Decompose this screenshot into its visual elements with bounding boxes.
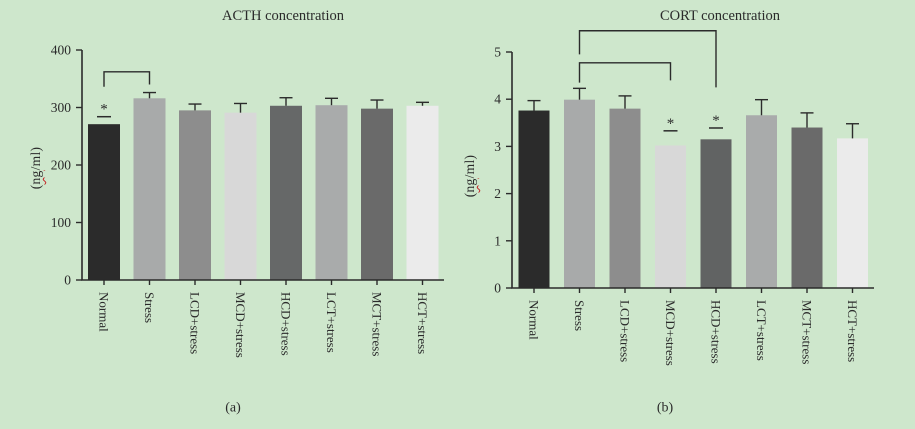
- bar-hct-stress-b: [837, 138, 868, 288]
- chart-title-a: ACTH concentration: [222, 8, 345, 24]
- y-tick-label-400-a: 400: [51, 43, 72, 58]
- bar-hcd-stress-a: [270, 105, 302, 281]
- comparison-bracket-2-b: [578, 62, 672, 83]
- bar-mcd-stress-a: [224, 112, 257, 280]
- bar-mct-stress-a: [361, 108, 393, 281]
- x-label-hcd-stress-a: HCD+stress: [279, 292, 294, 356]
- y-tick-label-0-a: 0: [64, 273, 71, 288]
- y-axis-label-a-squiggle: ng: [28, 170, 43, 185]
- x-label-lcd-stress-b: LCD+stress: [618, 300, 633, 362]
- x-label-normal-a: Normal: [97, 292, 112, 332]
- panel-caption-a: (a): [225, 401, 241, 416]
- bar-hct-stress-a: [406, 105, 439, 281]
- y-axis-label-b-squiggle: ng: [462, 178, 477, 193]
- bar-lct-stress-b: [746, 115, 777, 288]
- y-tick-label-3-b: 3: [494, 139, 501, 154]
- bar-hcd-stress-b: [700, 139, 732, 288]
- panel-caption-b: (b): [657, 401, 674, 416]
- sig-star-hcd-stress-b: *: [712, 113, 720, 129]
- y-tick-label-1-b: 1: [494, 233, 501, 248]
- y-axis-label-b: (ng/ml): [462, 155, 478, 198]
- x-label-stress-a: Stress: [142, 292, 157, 323]
- bar-normal-a: [88, 124, 120, 280]
- y-tick-label-4-b: 4: [494, 92, 501, 107]
- comparison-bracket-1-a: [103, 71, 151, 87]
- chart-title-b: CORT concentration: [660, 8, 781, 24]
- y-tick-label-2-b: 2: [494, 186, 501, 201]
- y-axis-label-a-pre: (: [28, 184, 43, 190]
- bar-lcd-stress-b: [609, 108, 641, 288]
- x-label-mct-stress-a: MCT+stress: [370, 292, 385, 356]
- x-label-lct-stress-a: LCT+stress: [324, 292, 339, 353]
- y-axis-label-a-post: /ml): [28, 146, 43, 171]
- x-label-hcd-stress-b: HCD+stress: [709, 300, 724, 364]
- y-tick-label-100-a: 100: [51, 215, 72, 230]
- x-label-mcd-stress-b: MCD+stress: [663, 300, 678, 366]
- bar-stress-a: [133, 98, 166, 280]
- bar-stress-b: [564, 99, 595, 288]
- x-label-mct-stress-b: MCT+stress: [800, 300, 815, 364]
- bar-normal-b: [518, 110, 550, 288]
- x-label-normal-b: Normal: [527, 300, 542, 340]
- bar-mct-stress-b: [791, 127, 823, 289]
- bar-mcd-stress-b: [655, 145, 686, 288]
- x-label-mcd-stress-a: MCD+stress: [233, 292, 248, 358]
- x-label-hct-stress-a: HCT+stress: [415, 292, 430, 354]
- sig-star-mcd-stress-b: *: [667, 116, 675, 132]
- y-tick-label-200-a: 200: [51, 158, 72, 173]
- y-tick-label-5-b: 5: [494, 45, 501, 60]
- comparison-bracket-1-b: [578, 30, 717, 88]
- sig-star-normal-a: *: [100, 102, 108, 118]
- y-axis-label-a: (ng/ml): [28, 147, 44, 190]
- x-label-stress-b: Stress: [572, 300, 587, 331]
- y-axis-label-b-pre: (: [462, 192, 477, 198]
- y-tick-label-300-a: 300: [51, 100, 72, 115]
- bar-lcd-stress-a: [179, 110, 211, 280]
- y-axis-label-b-post: /ml): [462, 154, 477, 179]
- y-tick-label-0-b: 0: [494, 281, 501, 296]
- x-label-lct-stress-b: LCT+stress: [754, 300, 769, 361]
- x-label-hct-stress-b: HCT+stress: [845, 300, 860, 362]
- bar-lct-stress-a: [315, 105, 348, 280]
- x-label-lcd-stress-a: LCD+stress: [188, 292, 203, 354]
